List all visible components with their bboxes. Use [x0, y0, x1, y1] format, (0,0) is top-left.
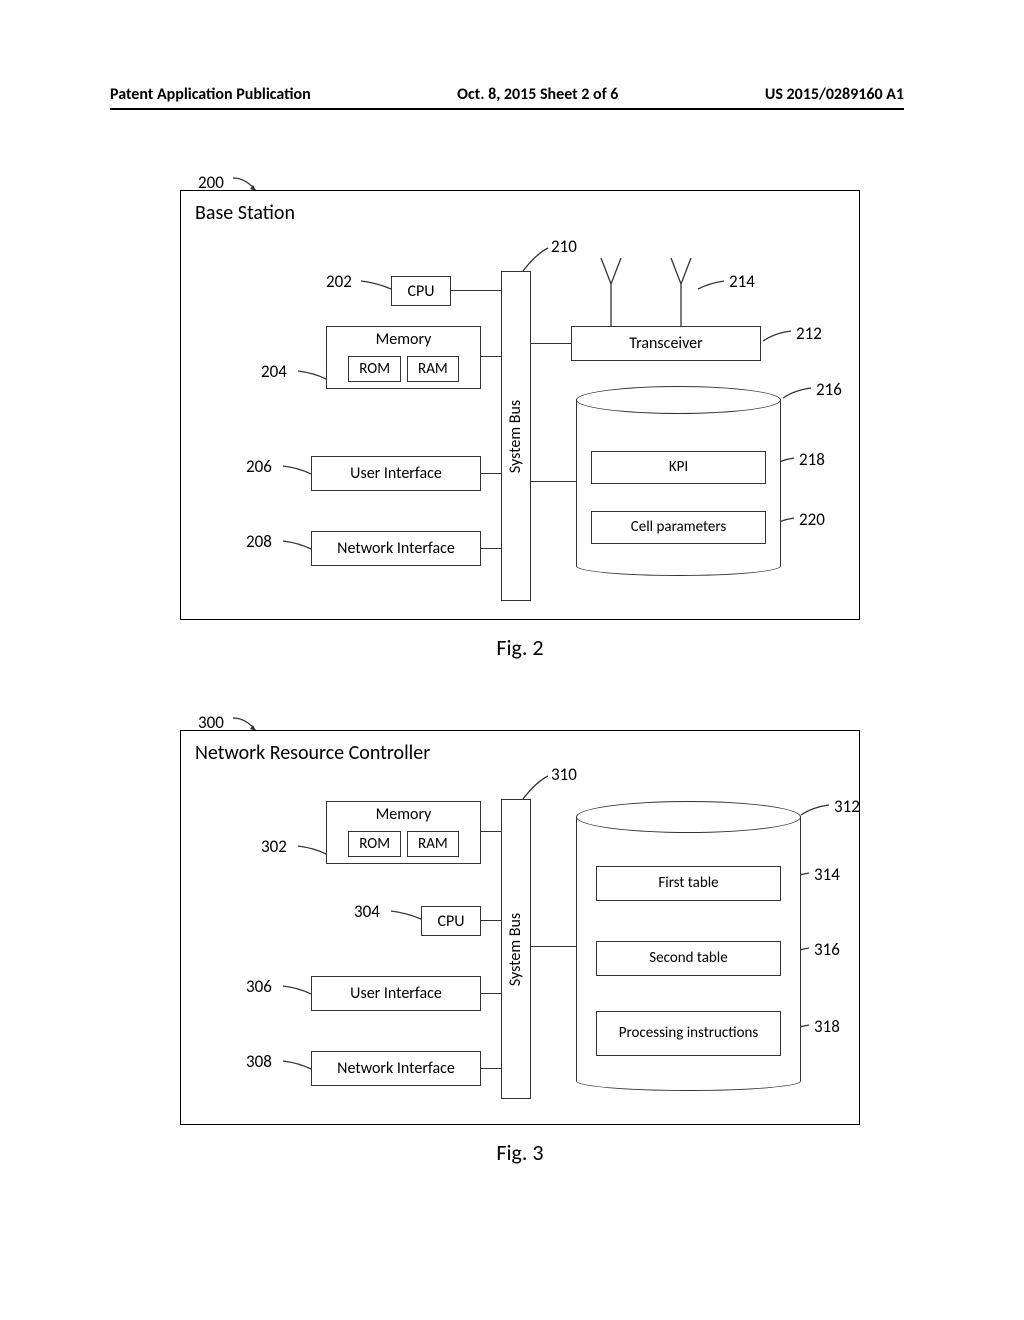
- fig2-ram: RAM: [407, 356, 459, 382]
- fig3-rom: ROM: [348, 831, 401, 857]
- fig2-bus-label: System Bus: [507, 399, 526, 472]
- fig3-ram: RAM: [407, 831, 459, 857]
- fig3-network-interface: Network Interface: [311, 1051, 481, 1086]
- fig2-cell-parameters: Cell parameters: [591, 511, 766, 544]
- fig2-memory-title: Memory: [327, 327, 480, 352]
- ref-304: 304: [354, 901, 380, 922]
- ref-312: 312: [834, 796, 860, 817]
- ref-212: 212: [796, 323, 822, 344]
- fig2-title: Base Station: [195, 201, 295, 225]
- fig2-memory: Memory ROM RAM: [326, 326, 481, 389]
- fig3-memory: Memory ROM RAM: [326, 801, 481, 864]
- fig2-caption: Fig. 2: [180, 634, 860, 661]
- fig3-cpu: CPU: [421, 906, 481, 936]
- ref-218: 218: [799, 449, 825, 470]
- fig3-processing-instructions: Processing instructions: [596, 1011, 781, 1056]
- fig3-caption: Fig. 3: [180, 1139, 860, 1166]
- ref-208: 208: [246, 531, 272, 552]
- antenna-icon: [666, 256, 696, 328]
- ref-220: 220: [799, 509, 825, 530]
- ref-314: 314: [814, 864, 840, 885]
- fig3-system-bus: System Bus: [501, 799, 531, 1099]
- fig2-rom: ROM: [348, 356, 401, 382]
- fig3-title: Network Resource Controller: [195, 741, 430, 765]
- fig3-box: Network Resource Controller System Bus 3…: [180, 730, 860, 1125]
- page-header: Patent Application Publication Oct. 8, 2…: [110, 85, 904, 110]
- fig3-user-interface: User Interface: [311, 976, 481, 1011]
- figure-3: 300 Network Resource Controller System B…: [110, 730, 930, 1166]
- ref-310: 310: [551, 764, 577, 785]
- fig3-memory-title: Memory: [327, 802, 480, 827]
- ref-318: 318: [814, 1016, 840, 1037]
- fig2-transceiver: Transceiver: [571, 326, 761, 361]
- ref-204: 204: [261, 361, 287, 382]
- ref-202: 202: [326, 271, 352, 292]
- header-center: Oct. 8, 2015 Sheet 2 of 6: [457, 85, 618, 104]
- ref-214: 214: [729, 271, 755, 292]
- fig2-network-interface: Network Interface: [311, 531, 481, 566]
- header-left: Patent Application Publication: [110, 85, 311, 104]
- ref-216: 216: [816, 379, 842, 400]
- fig3-second-table: Second table: [596, 941, 781, 976]
- figure-2: 200 Base Station System Bus 210 CPU 202 …: [110, 190, 930, 661]
- fig2-user-interface: User Interface: [311, 456, 481, 491]
- fig2-system-bus: System Bus: [501, 271, 531, 601]
- fig2-kpi: KPI: [591, 451, 766, 484]
- ref-210: 210: [551, 236, 577, 257]
- ref-206: 206: [246, 456, 272, 477]
- ref-316: 316: [814, 939, 840, 960]
- fig3-bus-label: System Bus: [507, 912, 526, 985]
- ref-308: 308: [246, 1051, 272, 1072]
- fig3-first-table: First table: [596, 866, 781, 901]
- antenna-icon: [596, 256, 626, 328]
- fig2-cpu: CPU: [391, 276, 451, 306]
- header-right: US 2015/0289160 A1: [765, 85, 904, 104]
- fig2-box: Base Station System Bus 210 CPU 202 Memo…: [180, 190, 860, 620]
- ref-302: 302: [261, 836, 287, 857]
- ref-306: 306: [246, 976, 272, 997]
